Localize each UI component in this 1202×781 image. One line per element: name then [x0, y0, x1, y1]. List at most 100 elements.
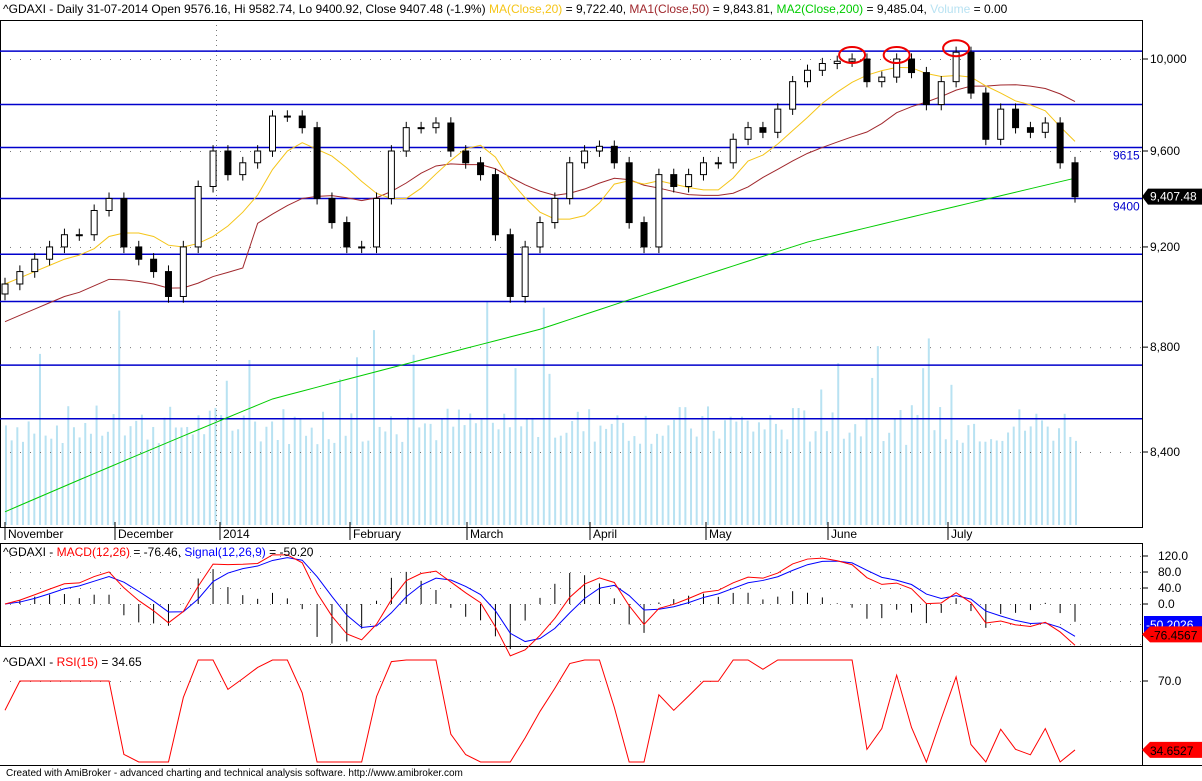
grid-dot: [810, 451, 811, 453]
grid-dot: [1030, 624, 1031, 625]
grid-dot: [10, 451, 11, 453]
grid-dot: [960, 246, 961, 248]
grid-dot: [910, 556, 911, 557]
volume-bar: [254, 421, 257, 525]
grid-dot: [880, 451, 881, 453]
grid-dot: [320, 246, 321, 248]
grid-dot: [190, 604, 191, 605]
candle-up: [373, 197, 381, 248]
volume-bar: [1052, 440, 1055, 525]
grid-dot: [1050, 347, 1051, 349]
grid-dot: [780, 681, 781, 682]
grid-dot: [730, 347, 731, 349]
volume-bar: [412, 354, 415, 525]
grid-dot: [610, 624, 611, 625]
volume-bar: [1046, 426, 1049, 525]
macd-panel-frame: [0, 543, 1143, 647]
grid-dot: [260, 604, 261, 605]
grid-dot: [280, 644, 281, 645]
volume-bar: [718, 438, 721, 525]
volume-bar: [831, 412, 834, 525]
grid-dot: [1080, 451, 1081, 453]
grid-dot: [730, 644, 731, 645]
grid-dot: [590, 604, 591, 605]
grid-dot: [320, 59, 321, 60]
grid-dot: [420, 556, 421, 557]
grid-dot: [290, 604, 291, 605]
grid-dot: [980, 681, 981, 682]
volume-bar: [531, 417, 534, 525]
grid-dot: [430, 624, 431, 625]
grid-dot: [40, 624, 41, 625]
grid-dot: [710, 246, 711, 248]
grid-dot: [1080, 681, 1081, 682]
grid-dot: [820, 624, 821, 625]
grid-dot: [580, 59, 581, 60]
year-divider-dot: [216, 480, 217, 481]
grid-dot: [740, 588, 741, 589]
grid-dot: [80, 151, 81, 153]
grid-dot: [810, 588, 811, 589]
y-tick-label: 9,600: [1150, 144, 1180, 158]
grid-dot: [570, 451, 571, 453]
grid-dot: [270, 681, 271, 682]
grid-dot: [320, 604, 321, 605]
grid-dot: [920, 681, 921, 682]
grid-dot: [10, 246, 11, 248]
grid-dot: [280, 451, 281, 453]
grid-dot: [30, 556, 31, 557]
volume-bar: [288, 444, 291, 525]
volume-bar: [763, 429, 766, 525]
grid-dot: [930, 59, 931, 60]
grid-dot: [870, 604, 871, 605]
volume-bar: [791, 408, 794, 525]
grid-dot: [840, 624, 841, 625]
grid-dot: [340, 246, 341, 248]
grid-dot: [510, 151, 511, 153]
volume-bar: [72, 427, 75, 525]
grid-dot: [370, 572, 371, 573]
grid-dot: [580, 246, 581, 248]
grid-dot: [620, 451, 621, 453]
grid-dot: [910, 451, 911, 453]
grid-dot: [560, 624, 561, 625]
grid-dot: [70, 624, 71, 625]
candle-up: [893, 58, 901, 78]
grid-dot: [530, 681, 531, 682]
candle-up: [283, 115, 291, 118]
grid-dot: [600, 59, 601, 60]
ma200-value: = 9,485.04,: [863, 2, 931, 16]
grid-dot: [620, 59, 621, 60]
grid-dot: [960, 556, 961, 557]
grid-dot: [160, 681, 161, 682]
volume-bar: [786, 439, 789, 525]
year-divider-dot: [216, 205, 217, 206]
grid-dot: [110, 451, 111, 453]
grid-dot: [890, 644, 891, 645]
grid-dot: [490, 604, 491, 605]
year-divider-dot: [216, 250, 217, 251]
volume-bar: [854, 424, 857, 525]
rsi-header: ^GDAXI - RSI(15) = 34.65: [3, 655, 142, 669]
grid-dot: [550, 151, 551, 153]
grid-dot: [770, 644, 771, 645]
grid-dot: [520, 59, 521, 60]
grid-dot: [250, 681, 251, 682]
grid-dot: [730, 59, 731, 60]
grid-dot: [1030, 246, 1031, 248]
grid-dot: [1010, 347, 1011, 349]
grid-dot: [1010, 59, 1011, 60]
grid-dot: [590, 624, 591, 625]
grid-dot: [430, 681, 431, 682]
grid-dot: [1080, 604, 1081, 605]
grid-dot: [540, 681, 541, 682]
grid-dot: [820, 556, 821, 557]
grid-dot: [860, 347, 861, 349]
grid-dot: [630, 604, 631, 605]
grid-dot: [440, 604, 441, 605]
volume-bar: [384, 431, 387, 525]
grid-dot: [110, 644, 111, 645]
grid-dot: [280, 556, 281, 557]
volume-bar: [939, 407, 942, 525]
